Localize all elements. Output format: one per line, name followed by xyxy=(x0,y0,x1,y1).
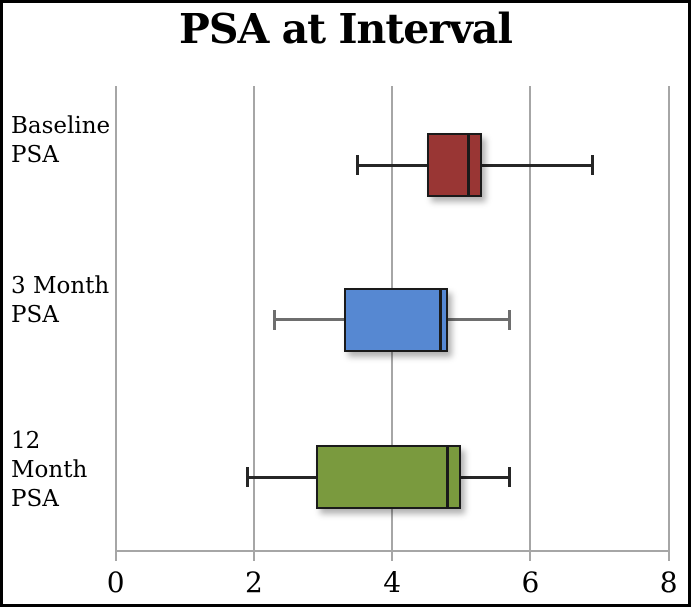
whisker-line xyxy=(482,163,593,167)
whisker-cap xyxy=(508,309,512,330)
x-tick-label: 4 xyxy=(383,566,402,599)
gridline xyxy=(529,86,532,551)
x-axis-tick xyxy=(667,551,670,561)
category-label-line: Baseline xyxy=(11,113,111,139)
category-label-line: 12 xyxy=(11,428,41,454)
x-tick-label: 8 xyxy=(659,566,678,599)
x-axis-tick xyxy=(529,551,532,561)
x-tick-label: 0 xyxy=(106,566,125,599)
box xyxy=(316,445,462,509)
category-label-line: Month xyxy=(11,457,88,483)
median-line xyxy=(446,447,449,507)
category-label-line: PSA xyxy=(11,142,59,168)
whisker-cap xyxy=(245,467,249,487)
category-label-line: PSA xyxy=(11,486,59,512)
gridline xyxy=(114,86,117,551)
whisker-line xyxy=(274,318,344,321)
category-label: 12 Month PSA xyxy=(11,427,87,514)
median-line xyxy=(439,289,443,350)
x-axis-line xyxy=(114,550,670,552)
category-label-line: 3 Month xyxy=(11,273,110,299)
whisker-cap xyxy=(273,309,277,330)
gridline xyxy=(667,86,670,551)
whisker-line xyxy=(247,475,317,479)
chart-title: PSA at Interval xyxy=(179,5,513,53)
whisker-cap xyxy=(508,467,512,487)
x-axis-tick xyxy=(114,551,117,561)
whisker-line xyxy=(447,318,510,321)
x-tick-label: 6 xyxy=(521,566,540,599)
whisker-line xyxy=(357,163,427,167)
box xyxy=(343,287,448,352)
whisker-cap xyxy=(591,155,595,175)
x-axis-tick xyxy=(391,551,394,561)
x-tick-label: 2 xyxy=(245,566,263,599)
box xyxy=(426,133,483,197)
whisker-cap xyxy=(356,155,360,175)
category-label-line: PSA xyxy=(11,302,59,328)
x-axis-tick xyxy=(252,551,255,561)
category-label: 3 Month PSA xyxy=(11,272,109,330)
whisker-line xyxy=(461,475,510,479)
median-line xyxy=(466,135,470,195)
category-label: Baseline PSA xyxy=(11,112,110,170)
plot-area: 0 2 4 6 8 Baseline PSA 3 Month PSA 12 Month PSA xyxy=(3,3,688,604)
gridline xyxy=(252,86,255,551)
